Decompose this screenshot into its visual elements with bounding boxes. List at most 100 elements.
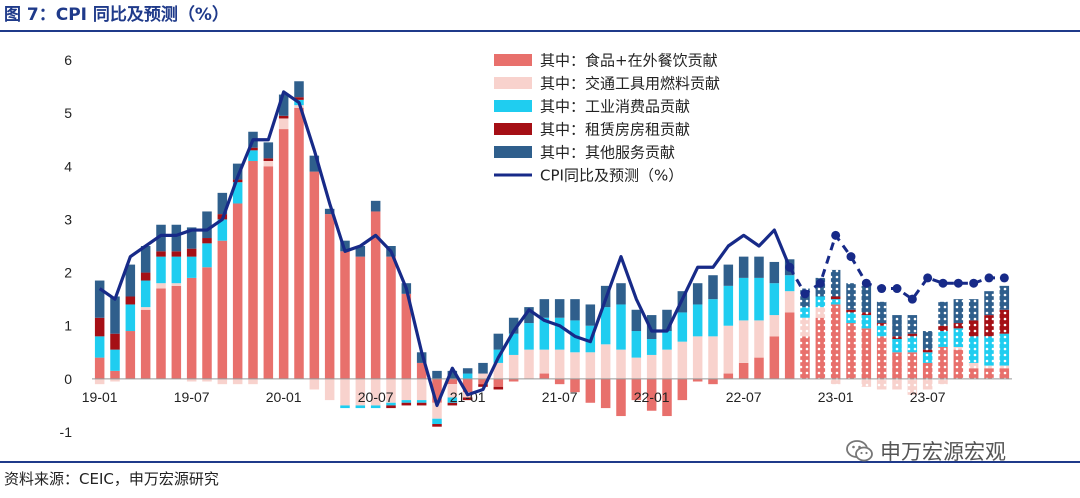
bar-segment-transport [478, 373, 488, 379]
contribution-bars [94, 81, 1010, 427]
cpi-line-actual [98, 90, 792, 408]
bar-segment-rent [125, 296, 136, 305]
bar-segment-industrial [524, 323, 534, 350]
bar-segment-services [570, 299, 580, 321]
bar-segment-transport [646, 354, 657, 379]
bar-segment-rent [386, 405, 396, 409]
bar-segment-services [738, 256, 749, 278]
bar-segment-services [340, 240, 350, 252]
y-tick-label: -1 [60, 424, 73, 440]
bar-segment-services [478, 362, 488, 374]
bar-segment-food [677, 378, 688, 401]
bar-segment-transport [769, 315, 780, 337]
bar-segment-industrial [800, 307, 810, 318]
bar-segment-food [401, 293, 412, 379]
bar-segment-industrial [846, 312, 856, 324]
cpi-forecast-point [800, 289, 810, 299]
bar-segment-transport [631, 357, 642, 379]
bar-segment-transport [723, 325, 734, 374]
cpi-forecast-point [984, 273, 994, 283]
bar-segment-rent [462, 397, 473, 401]
bar-segment-services [125, 264, 136, 297]
bar-segment-transport [171, 283, 182, 286]
bar-segment-services [355, 246, 366, 257]
bar-segment-transport [186, 378, 197, 382]
bar-segment-rent [202, 238, 212, 244]
y-tick-label: 6 [64, 52, 72, 68]
bar-segment-industrial [447, 397, 458, 403]
bar-segment-services [953, 299, 964, 324]
legend-label-services: 其中：其他服务贡献 [540, 144, 675, 162]
bar-segment-food [202, 267, 212, 379]
bar-segment-industrial [999, 333, 1010, 366]
cpi-forecast-point [831, 230, 841, 240]
bar-segment-industrial [401, 400, 412, 403]
bar-segment-industrial [892, 339, 902, 353]
bar-segment-services [554, 299, 565, 318]
bar-segment-industrial [907, 336, 918, 353]
bar-segment-food [600, 378, 611, 409]
bar-segment-services [508, 317, 519, 334]
bar-segment-transport [94, 378, 105, 385]
bar-segment-transport [447, 384, 458, 398]
cpi-line-layer [98, 90, 1009, 408]
bar-segment-food [263, 166, 274, 379]
bar-segment-food [309, 171, 320, 379]
legend-swatch-services [494, 146, 532, 158]
source-note: 资料来源：CEIC，申万宏源研究 [4, 470, 219, 488]
bar-segment-industrial [861, 315, 872, 329]
bar-segment-services [999, 285, 1010, 310]
bar-segment-services [309, 155, 320, 172]
bar-segment-rent [447, 402, 458, 406]
bar-segment-transport [432, 402, 442, 419]
bar-segment-industrial [922, 352, 933, 363]
y-tick-label: 5 [64, 105, 72, 121]
legend-swatch-rent [494, 123, 532, 135]
bar-segment-rent [278, 115, 289, 119]
bar-segment-transport [278, 118, 289, 130]
wechat-icon [846, 440, 873, 462]
bar-segment-food [968, 368, 979, 379]
bar-segment-transport [892, 378, 902, 390]
bar-segment-transport [830, 378, 841, 385]
bar-segment-food [907, 352, 918, 379]
bar-segment-food [539, 373, 550, 379]
bar-segment-food [723, 373, 734, 379]
bar-segment-rent [907, 333, 918, 337]
bar-segment-food [508, 378, 519, 382]
cpi-forecast-point [846, 252, 856, 262]
bar-segment-food [754, 357, 764, 379]
bar-segment-transport [140, 307, 151, 310]
bar-segment-transport [324, 378, 335, 401]
bar-segment-industrial [171, 256, 182, 284]
bar-segment-transport [953, 346, 964, 350]
cpi-forecast-point [999, 273, 1009, 283]
bar-segment-industrial [600, 307, 611, 345]
x-tick-label: 19-01 [82, 389, 118, 405]
y-tick-label: 4 [64, 158, 72, 174]
bar-segment-food [984, 368, 994, 379]
bar-segment-transport [570, 352, 580, 379]
bar-segment-transport [938, 378, 948, 385]
bar-segment-transport [248, 378, 258, 385]
bar-segment-industrial [616, 304, 626, 350]
bar-segment-industrial [156, 256, 166, 284]
bar-segment-industrial [876, 325, 887, 337]
bar-segment-transport [692, 336, 703, 379]
bar-segment-food [278, 129, 289, 379]
bar-segment-food [462, 378, 473, 393]
bar-segment-services [462, 368, 473, 374]
bar-segment-food [800, 336, 810, 379]
bar-segment-transport [370, 378, 381, 406]
bar-segment-transport [263, 160, 274, 167]
legend-swatch-food [494, 54, 532, 66]
bar-segment-rent [263, 158, 274, 161]
bar-segment-food [631, 378, 642, 401]
bar-segment-services [830, 269, 841, 297]
bar-segment-industrial [217, 219, 228, 241]
bar-segment-rent [432, 424, 442, 427]
bar-segment-services [907, 315, 918, 334]
bar-segment-transport [616, 349, 626, 379]
bar-segment-industrial [677, 312, 688, 342]
bar-segment-food [140, 309, 151, 379]
